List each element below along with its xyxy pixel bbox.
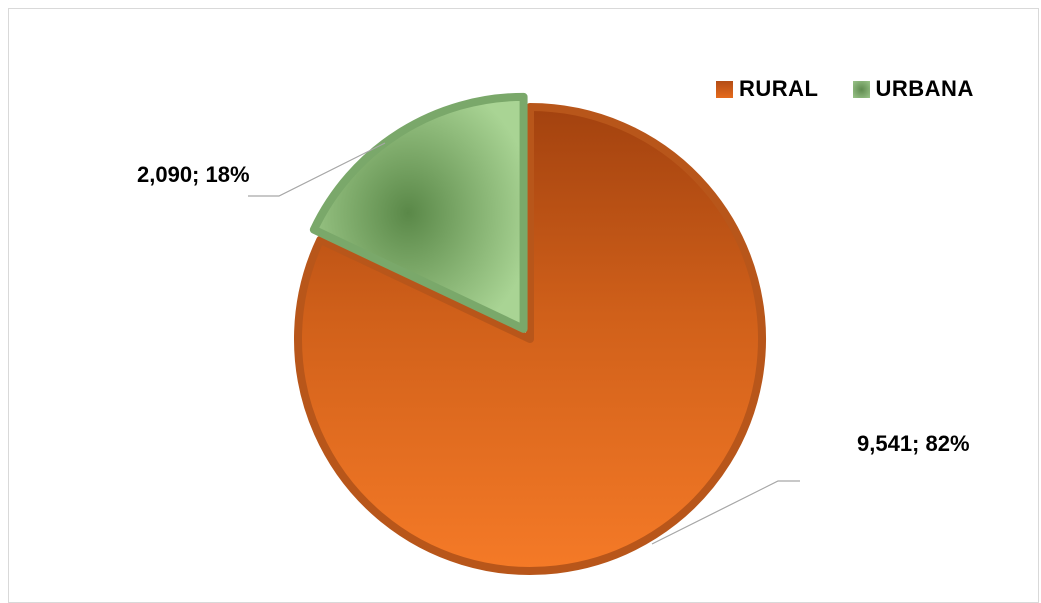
legend-label-urbana: URBANA [875,76,974,101]
leader-line-rural [651,480,800,545]
data-label-urbana: 2,090; 18% [137,162,250,187]
legend-label-rural: RURAL [739,76,819,101]
data-label-rural: 9,541; 82% [857,431,970,456]
legend: RURAL URBANA [716,76,974,102]
legend-swatch-rural [716,80,733,98]
pie-slice-rural [294,103,766,575]
legend-item-rural: RURAL [716,76,819,102]
legend-item-urbana: URBANA [852,76,974,102]
legend-swatch-urbana [852,80,870,98]
leader-line-urbana [248,142,386,197]
pie-slice-urbana [309,92,528,333]
